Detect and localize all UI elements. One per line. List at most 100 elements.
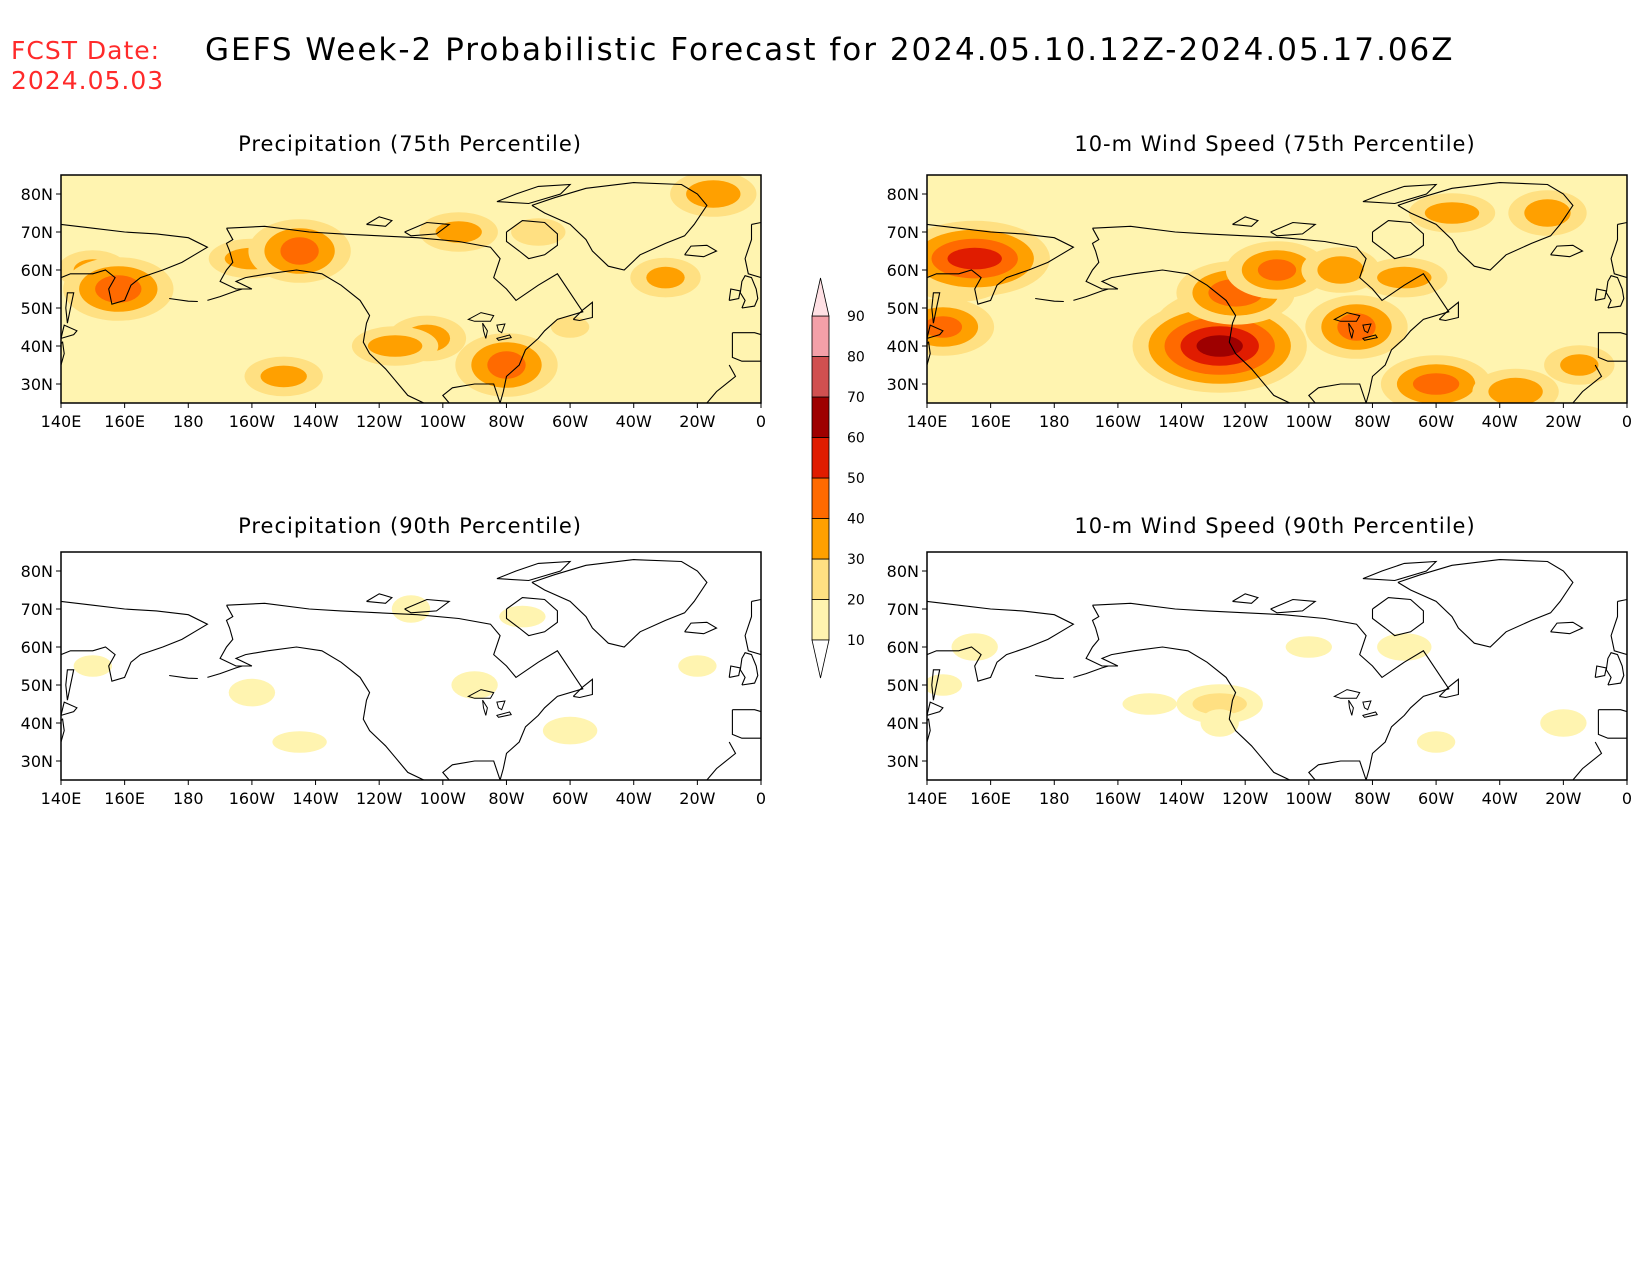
map-frame xyxy=(60,174,762,404)
coastline xyxy=(728,288,741,301)
colorbar-level-label: 60 xyxy=(847,431,865,447)
probability-patch xyxy=(228,678,276,707)
lat-tick-label: 70N xyxy=(887,600,919,619)
lat-tick-label: 60N xyxy=(887,638,919,657)
lake-outline xyxy=(1348,322,1354,339)
lon-tick-label: 160W xyxy=(229,789,276,808)
lon-tick-label: 100W xyxy=(1286,412,1333,431)
coastline xyxy=(731,332,761,362)
probability-patch xyxy=(272,731,327,753)
lat-tick-label: 30N xyxy=(887,752,919,771)
lon-tick-label: 100W xyxy=(420,789,467,808)
colorbar-level-label: 30 xyxy=(847,552,865,568)
lon-tick-label: 80W xyxy=(488,789,524,808)
colorbar-level-label: 50 xyxy=(847,471,865,487)
probability-patch xyxy=(686,180,741,208)
coastline xyxy=(169,297,198,303)
lon-tick-label: 60W xyxy=(1418,412,1454,431)
probability-patch xyxy=(1540,709,1587,737)
map-frame xyxy=(926,174,1628,404)
lat-tick-label: 40N xyxy=(887,337,919,356)
coastline xyxy=(1362,183,1438,205)
lon-tick-label: 100W xyxy=(1286,789,1333,808)
probability-patch xyxy=(95,275,142,303)
lon-tick-label: 180 xyxy=(1039,412,1070,431)
lon-tick-label: 160E xyxy=(970,412,1011,431)
colorbar-min-arrow xyxy=(811,639,830,679)
probability-patch xyxy=(391,595,431,623)
coastline xyxy=(1270,221,1317,237)
lat-tick-label: 30N xyxy=(21,752,53,771)
coastline xyxy=(1572,364,1603,403)
probability-patch xyxy=(1524,199,1571,227)
probability-patch xyxy=(646,266,685,289)
probability-patch xyxy=(951,633,998,661)
lake-outline xyxy=(482,699,488,716)
probability-patch xyxy=(367,335,423,357)
lake-outline xyxy=(1348,699,1354,716)
coastline xyxy=(684,244,718,258)
coastline xyxy=(1085,602,1450,780)
lon-tick-label: 0 xyxy=(1622,412,1632,431)
coastline xyxy=(931,669,941,701)
coastline xyxy=(496,183,572,205)
coastlines xyxy=(927,182,1627,403)
probability-patch xyxy=(550,316,590,338)
map-precip-90: 140E 160E 180 160W 140W 120W 100W 80W 60W 40W 20W 0… xyxy=(21,551,766,808)
probability-patch xyxy=(1196,335,1243,357)
lon-tick-label: 60W xyxy=(1418,789,1454,808)
probability-patch xyxy=(947,247,1002,270)
lat-tick-label: 60N xyxy=(21,261,53,280)
colorbar-swatch xyxy=(811,437,830,479)
coastline xyxy=(572,301,593,322)
lake-outline xyxy=(466,689,495,699)
probability-patch xyxy=(1257,259,1297,281)
page-title: GEFS Week-2 Probabilistic Forecast for 2… xyxy=(205,32,1455,68)
colorbar-level-label: 20 xyxy=(847,593,865,609)
probability-patch xyxy=(1285,636,1333,658)
colorbar: 10 20 30 40 50 60 70 80 90 xyxy=(811,277,865,679)
lon-tick-label: 160W xyxy=(1095,412,1142,431)
lon-tick-label: 160W xyxy=(1095,789,1142,808)
coastline xyxy=(207,665,243,678)
coastline xyxy=(1035,297,1064,303)
probability-patch xyxy=(1377,633,1432,661)
coastline xyxy=(706,364,737,403)
coastline xyxy=(1605,652,1625,686)
coastline xyxy=(1597,332,1627,362)
lon-tick-label: 140W xyxy=(1158,412,1205,431)
lat-tick-label: 60N xyxy=(21,638,53,657)
coastline xyxy=(61,718,65,743)
lon-tick-label: 80W xyxy=(1354,412,1390,431)
coastlines xyxy=(61,182,761,403)
probability-field xyxy=(61,552,761,780)
lat-tick-label: 40N xyxy=(21,337,53,356)
coastline xyxy=(744,598,761,656)
coastline xyxy=(684,621,718,635)
lake-outline xyxy=(496,323,506,334)
coastline xyxy=(505,597,558,637)
lake-outline xyxy=(496,711,512,718)
colorbar-swatch xyxy=(811,396,830,438)
lon-tick-label: 80W xyxy=(488,412,524,431)
lake-outline xyxy=(482,322,488,339)
coastline xyxy=(739,275,759,309)
panel-title-precip-90: Precipitation (90th Percentile) xyxy=(238,514,582,538)
lon-tick-label: 40W xyxy=(616,789,652,808)
coastline xyxy=(219,602,584,780)
lon-tick-label: 120W xyxy=(1222,789,1269,808)
lon-tick-label: 140E xyxy=(41,789,82,808)
probability-patch xyxy=(1488,377,1543,403)
coastline xyxy=(706,741,737,780)
colorbar-swatch xyxy=(811,356,830,398)
lon-tick-label: 20W xyxy=(1545,412,1581,431)
lat-tick-label: 70N xyxy=(21,223,53,242)
colorbar-swatch xyxy=(811,599,830,641)
coastline xyxy=(927,718,931,743)
map-wind-75: 140E 160E 180 160W 140W 120W 100W 80W 60W 40W 20W 0… xyxy=(887,174,1632,431)
coastline xyxy=(219,225,584,403)
coastline xyxy=(207,288,243,301)
lake-outline xyxy=(1332,689,1361,699)
coastline xyxy=(531,559,708,648)
lon-tick-label: 140E xyxy=(907,412,948,431)
